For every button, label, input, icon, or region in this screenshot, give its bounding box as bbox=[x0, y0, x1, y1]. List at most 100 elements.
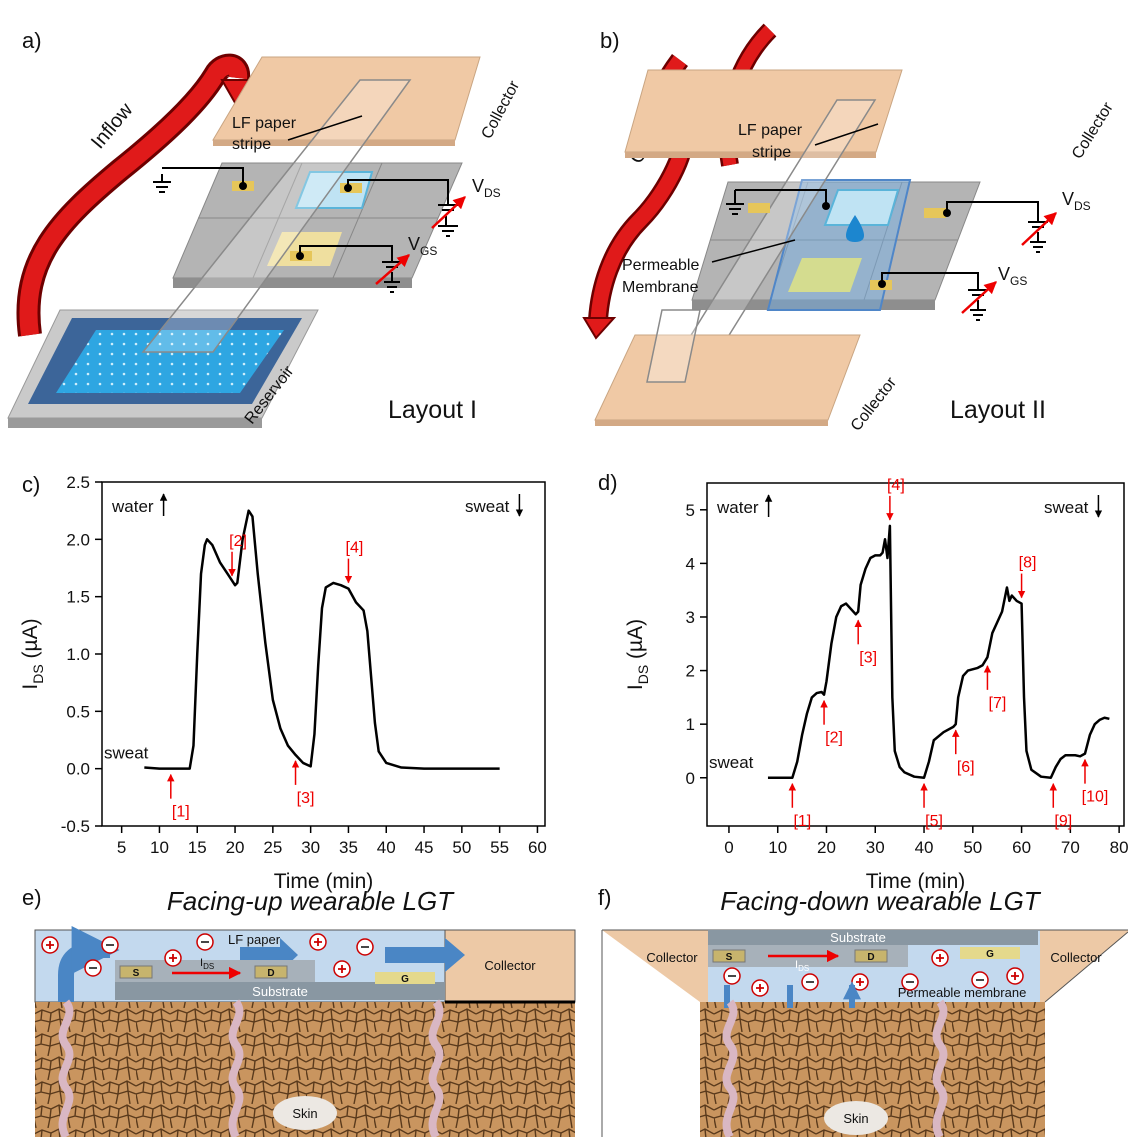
pad bbox=[712, 949, 746, 963]
collector-label: Collector bbox=[484, 958, 536, 973]
pad bbox=[254, 965, 288, 979]
data-line bbox=[767, 524, 1110, 780]
panel-label: e) bbox=[22, 885, 42, 910]
layout-label: Layout II bbox=[950, 396, 1046, 424]
ion bbox=[901, 973, 919, 991]
y-axis-title-sub: DS bbox=[30, 664, 46, 683]
sub: DS bbox=[484, 186, 501, 200]
current-label: IDS bbox=[200, 957, 214, 971]
flow bbox=[58, 926, 120, 1002]
bias-arrow bbox=[961, 281, 997, 314]
sub: DS bbox=[203, 962, 214, 971]
y-tick-label: 3 bbox=[686, 608, 695, 627]
sweat-duct bbox=[722, 999, 738, 1137]
chip-edge bbox=[692, 300, 935, 310]
panel-title: Facing-down wearable LGT bbox=[720, 886, 1041, 916]
y-tick-label: 0.0 bbox=[66, 760, 90, 779]
annotation-label: [3] bbox=[297, 790, 315, 807]
membrane-label: Permeable membrane bbox=[898, 985, 1027, 1000]
substrate bbox=[115, 982, 445, 1000]
v: V bbox=[998, 264, 1010, 284]
annotation-label: [5] bbox=[925, 813, 943, 830]
annotation-label: [4] bbox=[887, 477, 905, 494]
x-tick-label: 40 bbox=[377, 838, 396, 857]
flow bbox=[724, 985, 852, 1008]
sources bbox=[382, 204, 458, 293]
x-tick-label: 5 bbox=[117, 838, 126, 857]
panel-f: f) Facing-down wearable LGT S D G Substr… bbox=[598, 885, 1128, 1137]
y-tick-label: 2.0 bbox=[66, 530, 90, 549]
contact bbox=[239, 182, 247, 190]
collector bbox=[594, 334, 861, 421]
chart: c) 5 10 15 20 25 30 35 40 45 50 55 60 -0.5 0.0 0.5 1.0 1.… bbox=[19, 472, 547, 893]
gate bbox=[267, 232, 342, 266]
panel-label: f) bbox=[598, 885, 611, 910]
x-tick-label: 55 bbox=[490, 838, 509, 857]
sweat-duct bbox=[228, 999, 244, 1137]
ground bbox=[726, 190, 744, 215]
ion bbox=[971, 971, 989, 989]
panel-e: e) Facing-up wearable LGT S D G IDS Subs… bbox=[22, 885, 576, 1137]
y-axis-title-rest: (µA) bbox=[624, 619, 647, 665]
ion bbox=[164, 949, 182, 967]
y-tick-label: -0.5 bbox=[61, 817, 90, 836]
stripe-label: LF paper bbox=[738, 122, 803, 139]
bias-arrow bbox=[375, 254, 410, 285]
paper-stripe bbox=[141, 79, 412, 353]
x-axis-title: Time (min) bbox=[274, 870, 374, 893]
plot-frame bbox=[101, 481, 546, 827]
plot-frame bbox=[706, 482, 1125, 827]
x-tick-label: 15 bbox=[188, 838, 207, 857]
panel-b: b) Outflow Collector VDS VGS LF paper st… bbox=[582, 23, 1117, 435]
x-tick-label: 20 bbox=[817, 838, 836, 857]
wires bbox=[735, 189, 1039, 290]
note: sweat bbox=[465, 497, 510, 516]
pointer bbox=[711, 239, 796, 263]
panel-label: a) bbox=[22, 28, 42, 53]
x-tick-label: 25 bbox=[263, 838, 282, 857]
y-tick-label: 4 bbox=[686, 554, 695, 573]
ground bbox=[153, 174, 171, 193]
contact bbox=[296, 252, 304, 260]
ion bbox=[41, 936, 59, 954]
collector-label: Collector bbox=[1069, 99, 1117, 162]
ion bbox=[101, 936, 119, 954]
baseline-note: sweat bbox=[104, 744, 149, 763]
collector-label: Collector bbox=[848, 374, 901, 435]
note: water bbox=[716, 498, 759, 517]
ion bbox=[751, 979, 769, 997]
annotation-label: [8] bbox=[1019, 555, 1037, 572]
y-tick-label: 2.5 bbox=[66, 473, 90, 492]
bias-arrow bbox=[431, 196, 466, 229]
y-tick-label: 5 bbox=[686, 501, 695, 520]
collector-region bbox=[602, 930, 708, 1002]
pad bbox=[748, 203, 770, 213]
chip-edge bbox=[173, 278, 412, 288]
x-tick-label: 80 bbox=[1110, 838, 1128, 857]
contact bbox=[822, 202, 830, 210]
sweat-duct bbox=[58, 999, 74, 1137]
ion bbox=[309, 933, 327, 951]
data-line bbox=[144, 509, 500, 770]
substrate-label: Substrate bbox=[830, 930, 886, 945]
substrate bbox=[708, 930, 1038, 945]
panel-label: b) bbox=[600, 28, 620, 53]
collector-edge bbox=[625, 152, 876, 158]
stripe-label: LF paper bbox=[232, 115, 297, 132]
layout-label: Layout I bbox=[388, 396, 477, 424]
sub: DS bbox=[798, 964, 809, 973]
chart: d) 0 10 20 30 40 50 60 70 80 0 1 2 3 4 5 [1] [2] [3] [4] [5]… bbox=[598, 470, 1128, 893]
i: I bbox=[200, 957, 203, 969]
panel-title: Facing-up wearable LGT bbox=[167, 886, 455, 916]
skin-spot bbox=[824, 1101, 888, 1135]
gate: G bbox=[401, 974, 409, 985]
skin-label: Skin bbox=[843, 1111, 868, 1126]
v: V bbox=[472, 176, 484, 196]
baseline-note: sweat bbox=[709, 753, 754, 772]
flow-arrow bbox=[19, 56, 248, 337]
collector-label: Collector bbox=[646, 950, 698, 965]
y-axis-title: IDS (µA) bbox=[624, 619, 651, 690]
contact bbox=[344, 184, 352, 192]
x-tick-label: 20 bbox=[226, 838, 245, 857]
pointer bbox=[287, 115, 363, 141]
